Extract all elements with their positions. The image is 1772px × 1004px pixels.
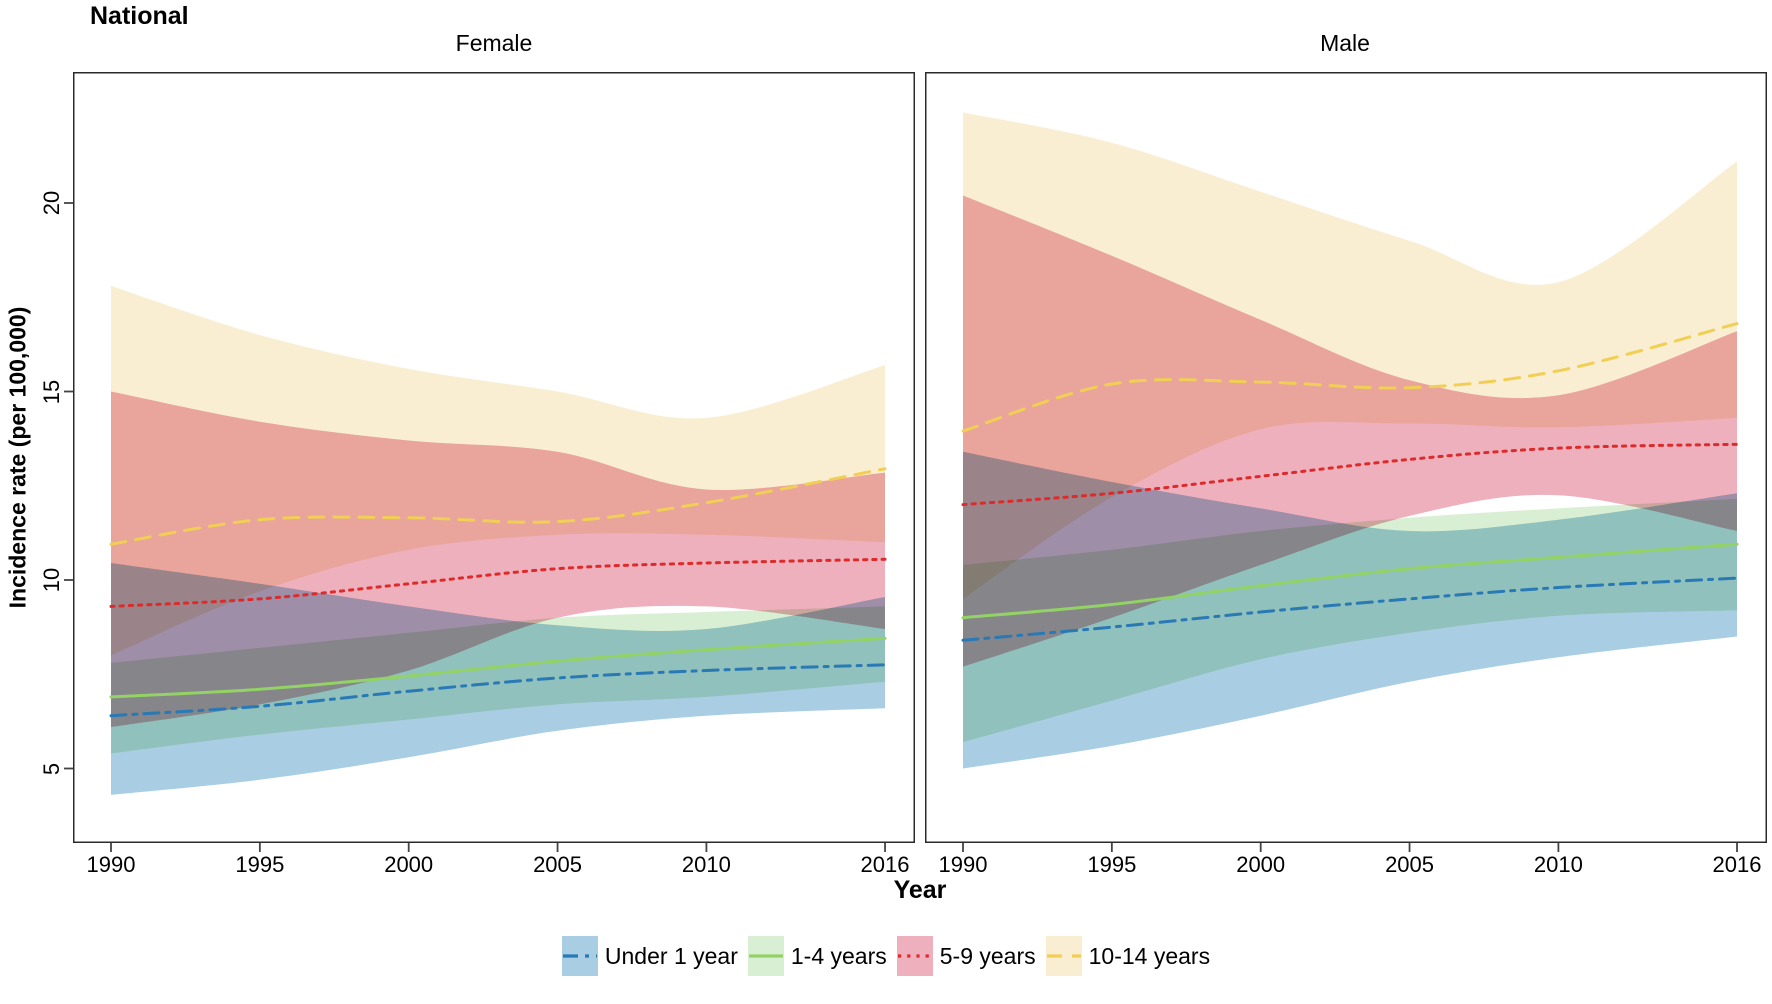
legend-label-1-4-years: 1-4 years <box>790 942 887 969</box>
x-tick-label: 1995 <box>235 852 285 877</box>
line-y1_4 <box>109 636 887 699</box>
x-tick-label: 2005 <box>1385 852 1435 877</box>
legend-item-under-1-year: Under 1 year <box>561 936 738 976</box>
y-tick-label: 10 <box>39 567 64 593</box>
line-under1 <box>109 663 887 718</box>
panel-title-male: Male <box>1320 30 1370 56</box>
legend-item-1-4-years: 1-4 years <box>747 936 887 976</box>
plot-area-female <box>109 285 887 795</box>
y-tick-label: 20 <box>39 190 64 216</box>
figure-title: National <box>90 2 189 30</box>
x-tick-label: 1995 <box>1087 852 1137 877</box>
legend-label-10-14-years: 10-14 years <box>1088 942 1211 969</box>
line-under1 <box>961 576 1739 642</box>
y-axis-label: Incidence rate (per 100,000) <box>4 306 31 609</box>
y-tick-label: 5 <box>39 762 64 775</box>
plot-panel-female <box>64 72 915 852</box>
x-tick-label: 2010 <box>681 852 731 877</box>
x-tick-label: 2016 <box>860 852 910 877</box>
line-y5_9 <box>109 557 887 608</box>
x-tick-label: 1990 <box>938 852 988 877</box>
legend-label-under-1-year: Under 1 year <box>604 942 738 969</box>
line-y1_4 <box>961 542 1739 620</box>
legend-swatch-5-9-years <box>896 936 933 976</box>
legend: Under 1 year 1-4 years 5-9 years 10-14 y… <box>0 936 1772 976</box>
plot-area-male <box>961 112 1739 769</box>
line-y10_14 <box>109 467 887 546</box>
line-y10_14 <box>961 322 1739 433</box>
x-tick-label: 2000 <box>1236 852 1286 877</box>
ci-band-y1_4 <box>111 606 885 754</box>
x-axis-label: Year <box>893 876 947 904</box>
x-tick-label: 2016 <box>1712 852 1762 877</box>
ci-band-y10_14 <box>963 112 1737 599</box>
line-y5_9 <box>961 442 1739 507</box>
legend-item-5-9-years: 5-9 years <box>896 936 1036 976</box>
legend-swatch-10-14-years <box>1045 936 1082 976</box>
x-tick-label: 1990 <box>86 852 136 877</box>
x-tick-label: 2000 <box>384 852 434 877</box>
legend-swatch-1-4-years <box>747 936 784 976</box>
legend-label-5-9-years: 5-9 years <box>939 942 1036 969</box>
legend-swatch-under-1-year <box>561 936 598 976</box>
x-tick-label: 2005 <box>533 852 583 877</box>
y-tick-label: 15 <box>39 379 64 404</box>
x-tick-label: 2010 <box>1533 852 1583 877</box>
plot-panel-male <box>925 72 1767 852</box>
panel-title-female: Female <box>455 30 533 56</box>
legend-item-10-14-years: 10-14 years <box>1045 936 1211 976</box>
